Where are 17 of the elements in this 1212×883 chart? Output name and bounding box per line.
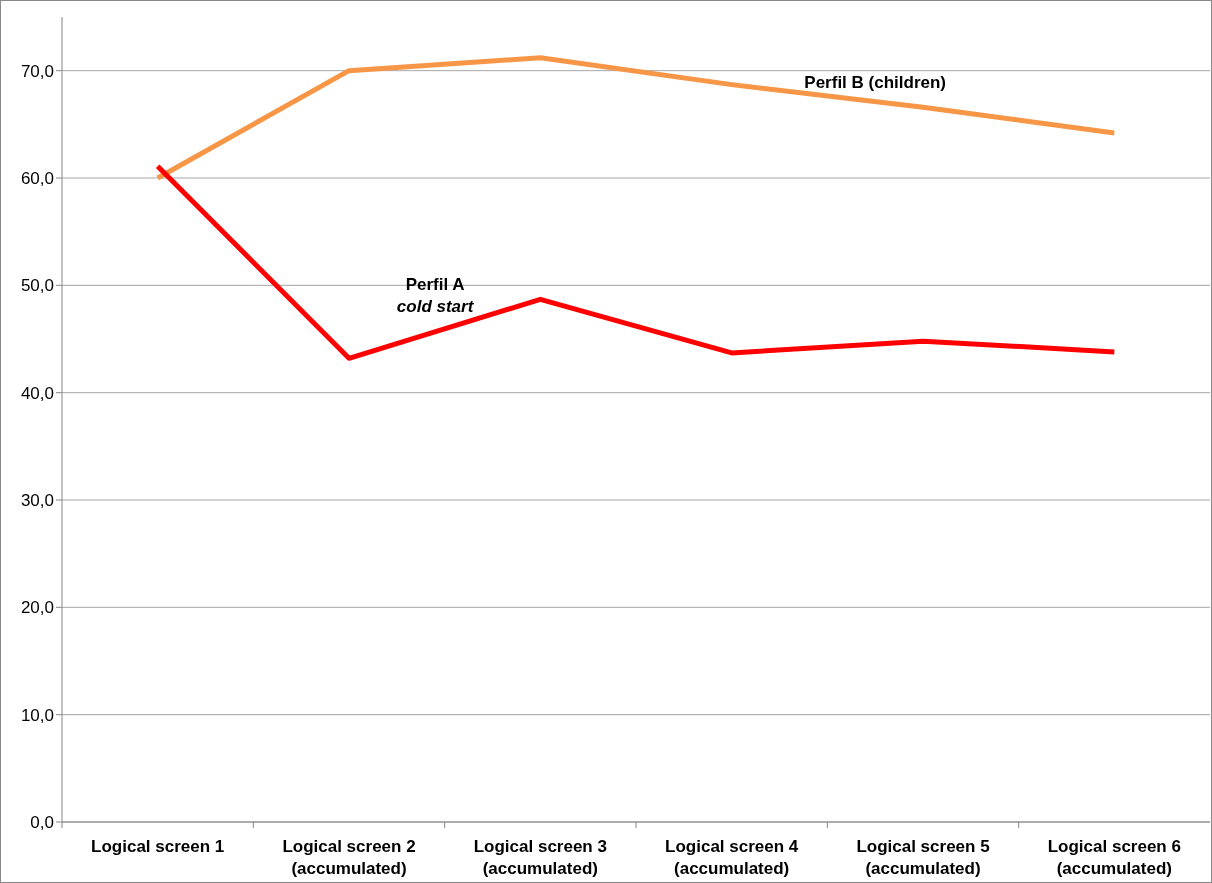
y-tick-label: 70,0 [20, 61, 54, 81]
x-tick-label: Logical screen 3 (accumulated) [473, 837, 607, 878]
y-tick-label: 40,0 [20, 383, 54, 403]
series-label: Perfil B (children) [804, 72, 947, 92]
x-tick-label: Logical screen 2 (accumulated) [282, 837, 416, 878]
y-tick-label: 0,0 [30, 812, 54, 832]
x-tick-label: Logical screen 6 (accumulated) [1047, 837, 1181, 878]
y-tick-label: 20,0 [20, 598, 54, 618]
y-tick-label: 10,0 [20, 705, 54, 725]
y-tick-label: 60,0 [20, 168, 54, 188]
x-tick-label: Logical screen 4 (accumulated) [665, 837, 799, 878]
series-label: Perfil A [405, 274, 465, 294]
x-tick-label: Logical screen 1 [91, 837, 225, 856]
annotation: cold start [396, 296, 475, 316]
y-tick-label: 50,0 [20, 276, 54, 296]
x-tick-label: Logical screen 5 (accumulated) [856, 837, 990, 878]
y-tick-label: 30,0 [20, 490, 54, 510]
